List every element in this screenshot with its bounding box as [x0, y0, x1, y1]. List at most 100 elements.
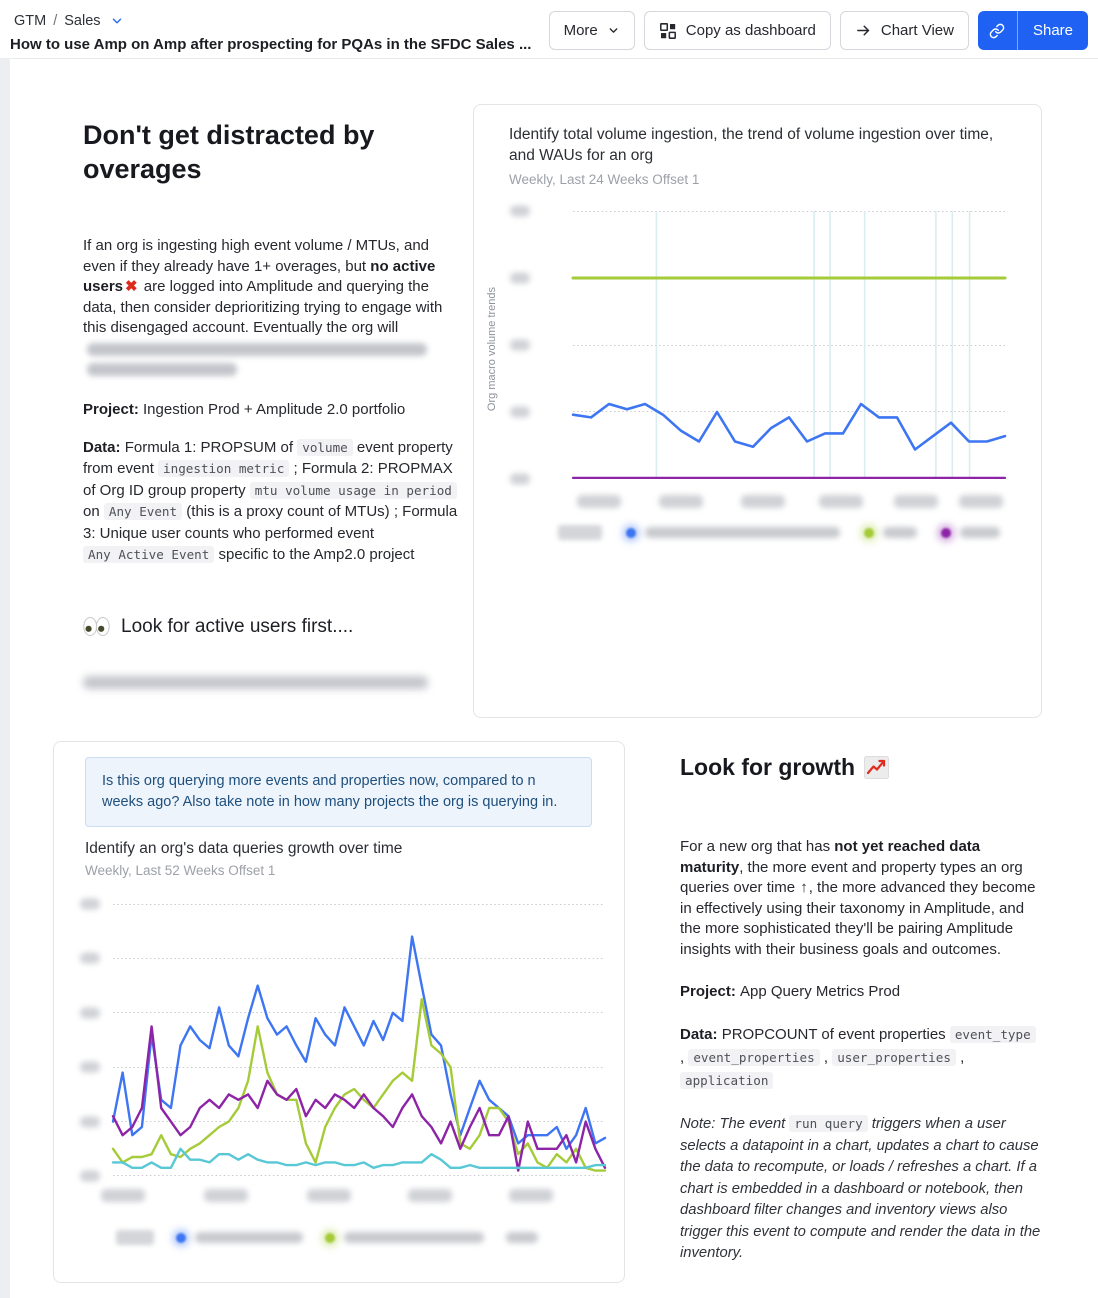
dashboard-grid-icon — [659, 22, 677, 40]
chart-subtitle: Weekly, Last 52 Weeks Offset 1 — [85, 863, 276, 878]
subheading-active-users: Look for active users first.... — [83, 616, 461, 638]
up-arrow-icon: ↑ — [800, 879, 808, 897]
series-dot-green — [325, 1232, 335, 1243]
redacted-tick-label — [204, 1189, 249, 1202]
series-dot-blue — [626, 527, 636, 538]
redacted-tick-label — [80, 1170, 100, 1182]
legend-label-redacted — [506, 1232, 538, 1243]
share-button-label[interactable]: Share — [1032, 22, 1073, 39]
breadcrumb-separator: / — [53, 13, 58, 29]
chart-view-label: Chart View — [880, 22, 954, 39]
redacted-tick-label — [80, 952, 100, 964]
project-line: Project: App Query Metrics Prod — [680, 982, 901, 1000]
redacted-tick-label — [510, 339, 530, 351]
legend-toggle-redacted[interactable] — [116, 1230, 154, 1245]
copy-link-button[interactable] — [978, 11, 1018, 50]
legend-label-redacted — [883, 527, 917, 538]
breadcrumb-parent[interactable]: GTM — [14, 13, 47, 29]
redacted-tick-label — [741, 495, 786, 508]
redacted-tick-label — [80, 1007, 100, 1019]
section-heading: Look for growth — [680, 754, 1042, 781]
chart-card-queries-growth: Is this org querying more events and pro… — [53, 741, 625, 1283]
redacted-tick-label — [80, 1116, 100, 1128]
breadcrumb-current[interactable]: Sales — [64, 13, 101, 29]
redacted-tick-label — [80, 1061, 100, 1073]
redacted-text-line — [83, 675, 428, 689]
text-block-growth: Look for growth For a new org that has n… — [680, 754, 1042, 1265]
header-actions: More Copy as dashboard Chart View Share — [548, 11, 1088, 50]
redacted-text — [87, 363, 237, 377]
redacted-tick-label — [576, 495, 621, 508]
redacted-tick-label — [307, 1189, 352, 1202]
redacted-tick-label — [959, 495, 1004, 508]
eyes-icon — [83, 617, 110, 637]
chevron-down-icon — [607, 24, 620, 37]
redacted-tick-label — [510, 473, 530, 485]
redacted-tick-label — [80, 898, 100, 910]
legend-label-redacted — [195, 1232, 303, 1243]
legend-label-redacted — [344, 1232, 484, 1243]
callout-note: Is this org querying more events and pro… — [85, 757, 592, 827]
legend-item[interactable] — [176, 1232, 303, 1243]
data-line: Data: PROPCOUNT of event properties even… — [680, 1023, 1042, 1092]
redacted-tick-label — [894, 495, 939, 508]
chart-legend — [558, 525, 1000, 540]
redacted-tick-label — [659, 495, 703, 508]
chevron-down-icon[interactable] — [110, 14, 124, 28]
chart-canvas[interactable] — [571, 211, 1007, 479]
legend-item[interactable] — [325, 1232, 484, 1243]
redacted-tick-label — [818, 495, 863, 508]
x-axis-ticks-redacted — [573, 495, 1005, 508]
legend-label-redacted — [645, 527, 840, 538]
chart-canvas[interactable] — [111, 904, 607, 1176]
top-header-bar: GTM / Sales How to use Amp on Amp after … — [0, 0, 1098, 58]
redacted-tick-label — [510, 406, 530, 418]
redacted-tick-label — [100, 1189, 145, 1202]
series-dot-purple — [941, 527, 951, 538]
series-dot-blue — [176, 1232, 186, 1243]
legend-item[interactable] — [506, 1232, 538, 1243]
copy-as-dashboard-label: Copy as dashboard — [685, 22, 816, 39]
chart-subtitle: Weekly, Last 24 Weeks Offset 1 — [509, 172, 700, 187]
body-paragraph: If an org is ingesting high event volume… — [83, 236, 461, 380]
legend-toggle-redacted[interactable] — [558, 525, 602, 540]
more-button-label: More — [563, 22, 598, 39]
section-heading-label: Look for growth — [680, 754, 856, 780]
section-heading: Don't get distracted by overages — [83, 120, 375, 184]
chart-title[interactable]: Identify total volume ingestion, the tre… — [509, 126, 994, 164]
chart-increasing-icon — [864, 756, 890, 779]
cross-icon: ✖ — [125, 278, 138, 296]
legend-label-redacted — [960, 527, 1000, 538]
link-icon — [989, 23, 1005, 39]
y-axis-label: Org macro volume trends — [486, 286, 498, 412]
note-paragraph: Note: The event run query triggers when … — [680, 1115, 1041, 1262]
legend-item[interactable] — [864, 527, 917, 538]
redacted-tick-label — [510, 205, 530, 217]
redacted-tick-label — [509, 1189, 554, 1202]
left-gutter — [0, 58, 10, 1298]
chart-card-volume-ingestion: Identify total volume ingestion, the tre… — [473, 104, 1042, 718]
more-button[interactable]: More — [548, 11, 635, 50]
body-paragraph: For a new org that has not yet reached d… — [680, 838, 1036, 958]
share-split-button[interactable]: Share — [977, 11, 1088, 50]
chart-legend — [116, 1230, 538, 1245]
chart-view-button[interactable]: Chart View — [839, 11, 969, 50]
x-axis-ticks-redacted — [100, 1189, 605, 1202]
redacted-text — [87, 342, 427, 356]
arrow-right-icon — [855, 22, 872, 39]
project-line: Project: Ingestion Prod + Amplitude 2.0 … — [83, 401, 406, 419]
redacted-tick-label — [510, 272, 530, 284]
subheading-label: Look for active users first.... — [121, 615, 354, 637]
text-block-overages: Don't get distracted by overages If an o… — [83, 118, 461, 689]
copy-as-dashboard-button[interactable]: Copy as dashboard — [643, 11, 831, 50]
legend-item[interactable] — [941, 527, 1000, 538]
series-dot-green — [864, 527, 874, 538]
page-title: How to use Amp on Amp after prospecting … — [10, 36, 532, 53]
breadcrumb: GTM / Sales — [14, 13, 124, 29]
legend-item[interactable] — [626, 527, 840, 538]
redacted-tick-label — [408, 1189, 453, 1202]
content-divider — [10, 58, 1098, 59]
y-axis-ticks-redacted — [80, 898, 100, 1182]
chart-title[interactable]: Identify an org's data queries growth ov… — [85, 840, 403, 857]
data-line: Data: Formula 1: PROPSUM of volume event… — [83, 438, 458, 564]
